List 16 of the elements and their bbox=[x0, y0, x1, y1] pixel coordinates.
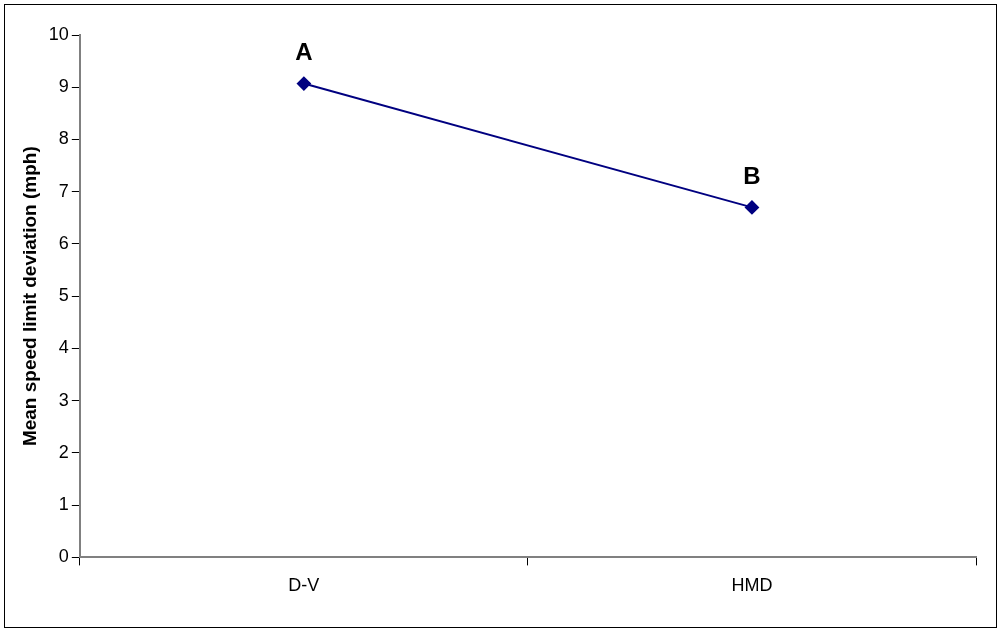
y-tick-label: 2 bbox=[58, 441, 69, 462]
y-tick-label: 1 bbox=[58, 494, 69, 515]
y-tick-label: 8 bbox=[58, 128, 69, 149]
y-tick-label: 7 bbox=[58, 180, 69, 201]
y-tick-label: 5 bbox=[58, 285, 69, 306]
x-tick-label: D-V bbox=[288, 575, 320, 596]
y-tick-label: 4 bbox=[58, 337, 69, 358]
annotation: B bbox=[743, 162, 761, 190]
x-tick-label: HMD bbox=[731, 575, 773, 596]
y-axis-title: Mean speed limit deviation (mph) bbox=[18, 146, 40, 447]
y-tick-label: 10 bbox=[48, 23, 69, 44]
y-tick-label: 0 bbox=[58, 546, 69, 567]
y-tick-label: 3 bbox=[58, 389, 69, 410]
y-tick-label: 9 bbox=[58, 76, 69, 97]
annotation: A bbox=[295, 38, 313, 66]
y-tick-label: 6 bbox=[58, 232, 69, 253]
